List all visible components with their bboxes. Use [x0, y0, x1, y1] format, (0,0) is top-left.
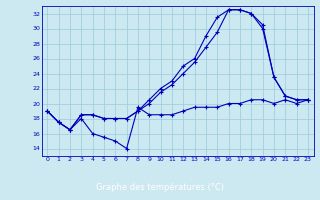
- Text: Graphe des températures (°C): Graphe des températures (°C): [96, 182, 224, 192]
